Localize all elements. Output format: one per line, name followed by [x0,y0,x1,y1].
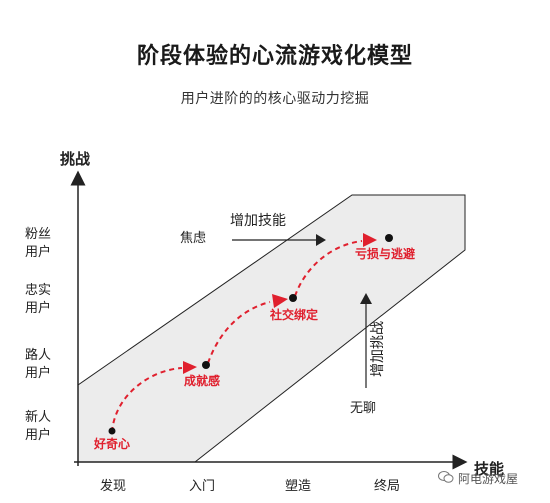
page-subtitle: 用户进阶的的核心驱动力挖掘 [180,91,370,107]
progression-path-1 [111,367,183,433]
wechat-icon [438,471,454,483]
stage-curiosity: 好奇心 [94,437,131,451]
flow-channel-band [77,194,466,463]
watermark-text: 阿电游戏屋 [458,472,519,486]
y-tick-newbie: 新人 用户 [24,410,51,443]
progression-arrowhead-2 [272,294,288,308]
milestone-dot-3 [289,294,297,302]
y-tick-loyal: 忠实 用户 [24,283,51,316]
add-skill-label: 增加技能 [230,213,286,229]
add-challenge-arrowhead [360,293,372,304]
stage-achievement: 成就感 [184,374,221,388]
milestone-dot-4 [385,234,393,242]
progression-arrowhead-3 [363,233,377,247]
add-challenge-label: 增加挑战 [370,321,386,377]
milestone-dot-1 [108,427,116,435]
milestone-dot-2 [202,361,210,369]
x-tick-shape: 塑造 [284,479,311,494]
progression-path-3 [294,240,363,297]
y-tick-casual: 路人 用户 [24,348,51,381]
page-title: 阶段体验的心流游戏化模型 [136,44,413,69]
y-tick-fans: 粉丝 用户 [24,227,51,260]
progression-arrowhead-1 [183,361,197,374]
y-axis-title: 挑战 [60,150,91,168]
stage-social-binding: 社交绑定 [270,308,319,322]
add-skill-arrowhead [316,234,326,246]
x-tick-onboard: 入门 [188,479,215,494]
x-axis-title: 技能 [474,460,505,478]
x-tick-discover: 发现 [99,479,126,494]
progression-path-2 [207,301,271,364]
stage-loss-avoidance: 亏损与逃避 [355,247,416,261]
anxiety-label: 焦虑 [180,231,207,246]
x-tick-endgame: 终局 [373,479,400,494]
boredom-label: 无聊 [350,401,377,416]
